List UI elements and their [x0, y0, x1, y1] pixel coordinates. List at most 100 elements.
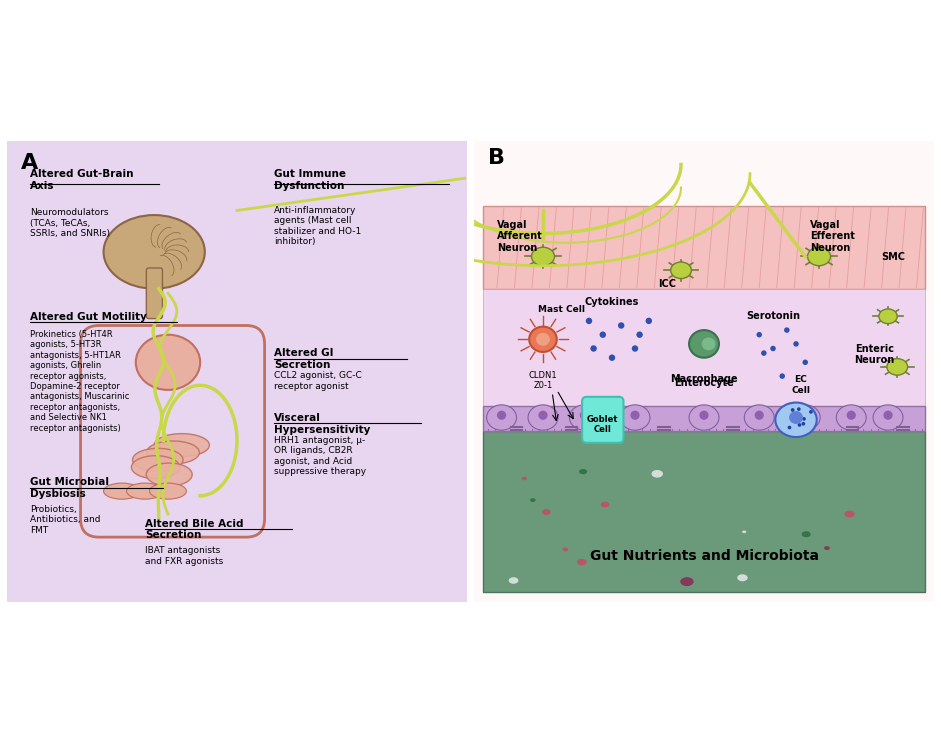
- Ellipse shape: [538, 411, 548, 420]
- Circle shape: [771, 345, 775, 351]
- Circle shape: [761, 351, 767, 356]
- Circle shape: [790, 408, 794, 412]
- Ellipse shape: [521, 477, 527, 480]
- Ellipse shape: [847, 411, 856, 420]
- Text: B: B: [487, 149, 504, 169]
- Ellipse shape: [104, 215, 205, 289]
- Ellipse shape: [127, 483, 164, 499]
- Circle shape: [798, 423, 802, 426]
- Ellipse shape: [530, 499, 535, 502]
- Ellipse shape: [887, 359, 908, 375]
- Text: Mast Cell: Mast Cell: [538, 305, 585, 314]
- Ellipse shape: [651, 470, 663, 478]
- Ellipse shape: [154, 434, 210, 457]
- Text: A: A: [21, 153, 38, 173]
- Ellipse shape: [790, 405, 821, 430]
- Ellipse shape: [837, 405, 867, 430]
- Text: Prokinetics (5-HT4R
agonists, 5-HT3R
antagonists, 5-HT1AR
agonists, Ghrelin
rece: Prokinetics (5-HT4R agonists, 5-HT3R ant…: [30, 330, 129, 432]
- Ellipse shape: [532, 247, 554, 266]
- Ellipse shape: [802, 531, 811, 537]
- Circle shape: [793, 341, 799, 347]
- Circle shape: [802, 417, 805, 421]
- Circle shape: [797, 407, 801, 411]
- Text: Altered GI
Secretion: Altered GI Secretion: [274, 348, 333, 370]
- Text: Probiotics,
Antibiotics, and
FMT: Probiotics, Antibiotics, and FMT: [30, 505, 101, 535]
- FancyBboxPatch shape: [483, 406, 925, 431]
- Ellipse shape: [536, 333, 550, 345]
- Ellipse shape: [807, 247, 831, 266]
- Ellipse shape: [580, 411, 589, 420]
- Circle shape: [779, 373, 785, 379]
- Circle shape: [636, 331, 643, 338]
- Circle shape: [609, 354, 615, 361]
- Circle shape: [599, 331, 606, 338]
- Ellipse shape: [569, 405, 599, 430]
- Ellipse shape: [702, 337, 715, 351]
- Ellipse shape: [699, 411, 709, 420]
- Text: Enterocyte: Enterocyte: [674, 378, 734, 388]
- Ellipse shape: [486, 405, 517, 430]
- Ellipse shape: [150, 483, 186, 499]
- Ellipse shape: [680, 577, 694, 586]
- FancyBboxPatch shape: [582, 397, 624, 443]
- Text: Altered Gut Motility: Altered Gut Motility: [30, 312, 147, 322]
- Ellipse shape: [884, 411, 893, 420]
- FancyBboxPatch shape: [483, 206, 925, 289]
- Text: SMC: SMC: [881, 252, 905, 262]
- FancyBboxPatch shape: [0, 130, 479, 613]
- Circle shape: [809, 410, 813, 414]
- Text: Vagal
Efferent
Neuron: Vagal Efferent Neuron: [810, 220, 854, 253]
- Text: Enteric
Neuron: Enteric Neuron: [854, 344, 894, 366]
- Text: Altered Bile Acid
Secretion: Altered Bile Acid Secretion: [145, 519, 244, 540]
- Text: Vagal
Afferent
Neuron: Vagal Afferent Neuron: [497, 220, 543, 253]
- Ellipse shape: [579, 469, 587, 474]
- Ellipse shape: [133, 448, 183, 471]
- Circle shape: [631, 345, 638, 351]
- Ellipse shape: [147, 441, 199, 464]
- Text: Neuromodulators
(TCAs, TeCAs,
SSRIs, and SNRIs): Neuromodulators (TCAs, TeCAs, SSRIs, and…: [30, 208, 110, 238]
- Ellipse shape: [844, 510, 854, 517]
- Circle shape: [784, 328, 789, 333]
- Circle shape: [802, 422, 805, 426]
- Text: EC
Cell: EC Cell: [791, 375, 810, 395]
- Ellipse shape: [600, 502, 610, 507]
- Ellipse shape: [497, 411, 506, 420]
- Text: ICC: ICC: [658, 279, 677, 290]
- Ellipse shape: [789, 411, 803, 424]
- Ellipse shape: [630, 411, 640, 420]
- Ellipse shape: [801, 411, 810, 420]
- FancyBboxPatch shape: [483, 431, 925, 592]
- Ellipse shape: [879, 309, 898, 324]
- Circle shape: [803, 360, 808, 365]
- Text: CLDN1
Z0-1: CLDN1 Z0-1: [529, 371, 557, 390]
- Ellipse shape: [689, 405, 719, 430]
- Text: Anti-inflammatory
agents (Mast cell
stabilizer and HO-1
inhibitor): Anti-inflammatory agents (Mast cell stab…: [274, 206, 361, 246]
- Ellipse shape: [824, 546, 830, 550]
- Text: Visceral
Hypersensitivity: Visceral Hypersensitivity: [274, 413, 370, 435]
- Ellipse shape: [873, 405, 903, 430]
- Ellipse shape: [529, 327, 557, 352]
- Circle shape: [757, 332, 762, 337]
- Ellipse shape: [146, 463, 192, 486]
- Text: Goblet
Cell: Goblet Cell: [587, 415, 618, 434]
- Text: CCL2 agonist, GC-C
receptor agonist: CCL2 agonist, GC-C receptor agonist: [274, 372, 361, 391]
- Circle shape: [585, 318, 592, 324]
- Text: HRH1 antagonist, μ-
OR ligands, CB2R
agonist, and Acid
suppressive therapy: HRH1 antagonist, μ- OR ligands, CB2R ago…: [274, 436, 366, 476]
- Ellipse shape: [528, 405, 558, 430]
- Text: Cytokines: Cytokines: [584, 297, 639, 307]
- FancyBboxPatch shape: [147, 268, 163, 319]
- Ellipse shape: [737, 574, 748, 581]
- Ellipse shape: [689, 330, 719, 357]
- Text: Altered Gut-Brain
Axis: Altered Gut-Brain Axis: [30, 169, 134, 191]
- Ellipse shape: [104, 483, 140, 499]
- FancyBboxPatch shape: [467, 134, 941, 609]
- Ellipse shape: [775, 403, 817, 437]
- Text: IBAT antagonists
and FXR agonists: IBAT antagonists and FXR agonists: [145, 546, 223, 565]
- Ellipse shape: [742, 531, 746, 533]
- Circle shape: [646, 318, 652, 324]
- FancyBboxPatch shape: [483, 289, 925, 409]
- Ellipse shape: [620, 405, 650, 430]
- Ellipse shape: [744, 405, 774, 430]
- Circle shape: [590, 345, 597, 351]
- Circle shape: [796, 418, 800, 421]
